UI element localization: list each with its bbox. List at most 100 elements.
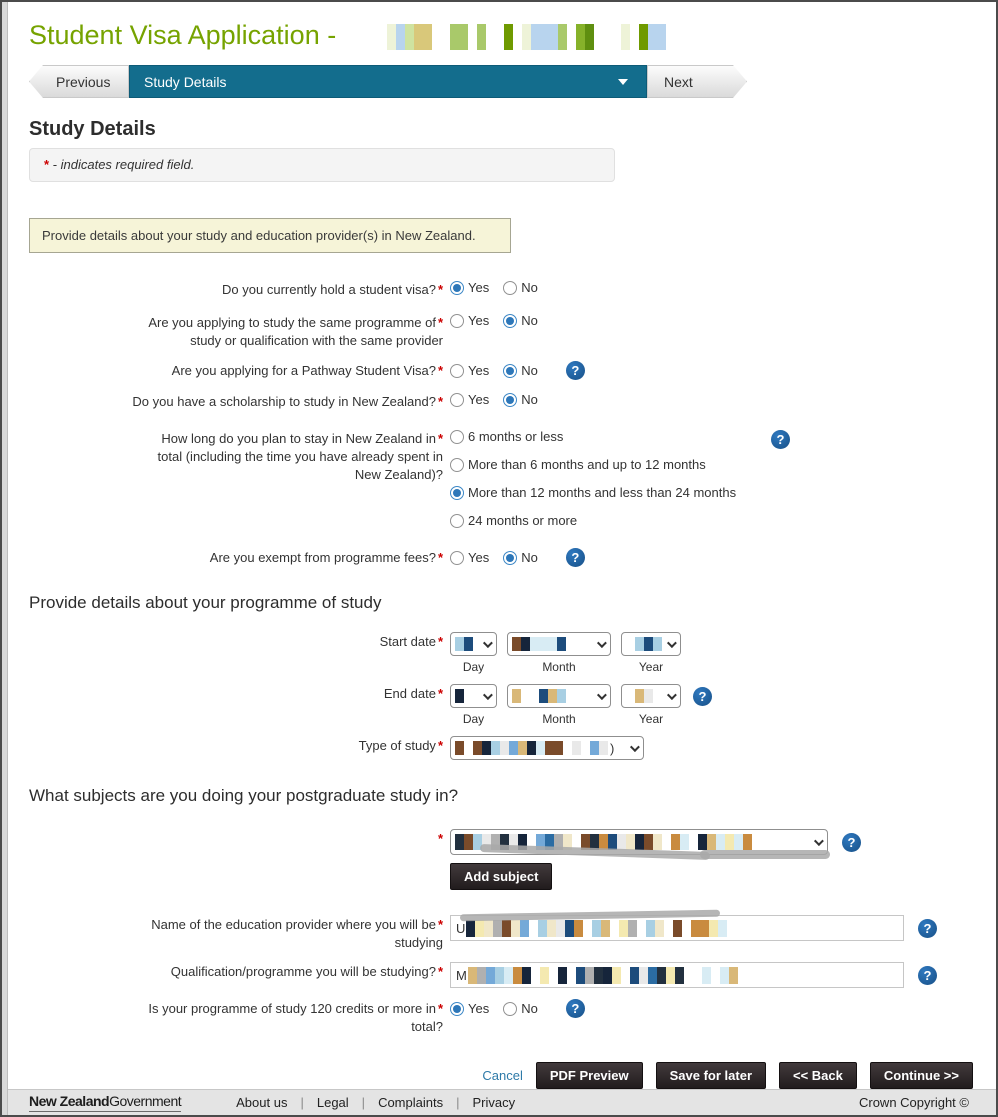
radio-24-months-or-more[interactable]: 24 months or more bbox=[450, 513, 577, 528]
qualification-input[interactable]: M bbox=[450, 962, 904, 988]
provider-name-input[interactable]: U bbox=[450, 915, 904, 941]
page-heading: Study Details bbox=[29, 118, 156, 140]
required-asterisk: * bbox=[437, 831, 443, 846]
redacted-end-year bbox=[626, 689, 662, 703]
logo-bold-text: New Zealand bbox=[29, 1093, 110, 1109]
chevron-down-icon bbox=[666, 637, 677, 648]
radio-yes[interactable]: Yes bbox=[450, 392, 489, 407]
type-value-suffix: ) bbox=[610, 740, 615, 756]
radio-circle bbox=[503, 363, 518, 378]
required-asterisk: * bbox=[437, 917, 443, 932]
required-asterisk: * bbox=[437, 282, 443, 297]
footer-link-privacy[interactable]: Privacy bbox=[472, 1095, 516, 1110]
subject-select[interactable] bbox=[450, 829, 828, 855]
qualification-row: Qualification/programme you will be stud… bbox=[29, 961, 976, 988]
question-pathway-visa: Are you applying for a Pathway Student V… bbox=[29, 360, 976, 380]
question-label: Are you exempt from programme fees? bbox=[209, 550, 436, 565]
footer-link-complaints[interactable]: Complaints bbox=[378, 1095, 444, 1110]
radio-label: More than 6 months and up to 12 months bbox=[468, 457, 706, 472]
question-scholarship: Do you have a scholarship to study in Ne… bbox=[29, 391, 976, 411]
end-year-select[interactable] bbox=[621, 684, 681, 708]
radio-yes[interactable]: Yes bbox=[450, 363, 489, 378]
radio-label: No bbox=[521, 392, 538, 407]
type-of-study-select[interactable]: ) bbox=[450, 736, 644, 760]
page-title-text: Student Visa Application - bbox=[29, 20, 337, 50]
radio-circle bbox=[450, 280, 464, 295]
field-label: Start date bbox=[379, 634, 436, 649]
end-month-select[interactable] bbox=[507, 684, 611, 708]
continue-button[interactable]: Continue >> bbox=[869, 1062, 973, 1089]
required-asterisk: * bbox=[437, 394, 443, 409]
footer-link-about-us[interactable]: About us bbox=[236, 1095, 288, 1110]
current-step-dropdown[interactable]: Study Details bbox=[129, 65, 647, 98]
nz-government-logo[interactable]: New ZealandGovernment bbox=[29, 1093, 182, 1112]
field-label-line1: Name of the education provider where you… bbox=[151, 917, 436, 932]
radio-no[interactable]: No bbox=[503, 392, 538, 407]
question-stay-length: How long do you plan to stay in New Zeal… bbox=[29, 428, 976, 528]
radio-no[interactable]: No bbox=[503, 1001, 538, 1016]
question-label-line1: Is your programme of study 120 credits o… bbox=[148, 1001, 436, 1016]
radio-more-than-12-less-than-24[interactable]: More than 12 months and less than 24 mon… bbox=[450, 485, 736, 500]
radio-6-months-or-less[interactable]: 6 months or less bbox=[450, 429, 563, 444]
redacted-start-day bbox=[455, 637, 473, 651]
page-title: Student Visa Application - bbox=[29, 20, 976, 51]
footer-links: About us | Legal | Complaints | Privacy bbox=[223, 1095, 528, 1110]
separator: | bbox=[300, 1095, 304, 1110]
help-icon[interactable]: ? bbox=[565, 999, 585, 1018]
save-for-later-button[interactable]: Save for later bbox=[655, 1062, 766, 1089]
dropdown-caret-icon bbox=[618, 78, 628, 85]
pdf-preview-button[interactable]: PDF Preview bbox=[535, 1062, 643, 1089]
question-label-line2: total (including the time you have alrea… bbox=[157, 449, 443, 464]
radio-circle bbox=[503, 1001, 518, 1016]
help-icon[interactable]: ? bbox=[842, 832, 861, 852]
radio-yes[interactable]: Yes bbox=[450, 313, 489, 328]
month-label: Month bbox=[542, 712, 576, 726]
redacted-subject bbox=[455, 834, 752, 850]
radio-yes[interactable]: Yes bbox=[450, 1001, 489, 1016]
help-icon[interactable]: ? bbox=[918, 965, 937, 985]
radio-yes[interactable]: Yes bbox=[450, 550, 489, 565]
redacted-end-month bbox=[512, 689, 575, 703]
radio-label: More than 12 months and less than 24 mon… bbox=[468, 485, 737, 500]
required-asterisk: * bbox=[437, 431, 443, 446]
help-icon[interactable]: ? bbox=[771, 430, 790, 449]
footer-link-legal[interactable]: Legal bbox=[316, 1095, 349, 1110]
start-year-select[interactable] bbox=[621, 632, 681, 656]
radio-more-than-6-up-to-12[interactable]: More than 6 months and up to 12 months bbox=[450, 457, 706, 472]
chevron-down-icon bbox=[596, 637, 607, 648]
help-icon[interactable]: ? bbox=[565, 548, 585, 567]
back-button[interactable]: << Back bbox=[779, 1062, 857, 1089]
redacted-qualification bbox=[467, 966, 747, 984]
question-120-credits: Is your programme of study 120 credits o… bbox=[29, 998, 976, 1036]
radio-no[interactable]: No bbox=[503, 313, 538, 328]
radio-yes[interactable]: Yes bbox=[450, 280, 489, 295]
start-month-select[interactable] bbox=[507, 632, 611, 656]
chevron-down-icon bbox=[482, 689, 493, 700]
radio-no[interactable]: No bbox=[503, 550, 538, 565]
programme-section-heading: Provide details about your programme of … bbox=[29, 593, 382, 612]
question-label-line2: total? bbox=[411, 1019, 443, 1034]
help-icon[interactable]: ? bbox=[918, 918, 937, 938]
radio-no[interactable]: No bbox=[503, 280, 538, 295]
cancel-link[interactable]: Cancel bbox=[482, 1068, 523, 1083]
radio-circle bbox=[503, 550, 518, 565]
page-edge-strip bbox=[2, 2, 8, 1115]
radio-no[interactable]: No bbox=[503, 363, 538, 378]
previous-step-tab[interactable]: Previous bbox=[29, 65, 129, 98]
required-note-text: - indicates required field. bbox=[49, 157, 195, 172]
help-icon[interactable]: ? bbox=[693, 687, 712, 706]
help-icon[interactable]: ? bbox=[565, 361, 585, 380]
required-asterisk: * bbox=[437, 686, 443, 701]
required-asterisk: * bbox=[437, 738, 443, 753]
main-content: Student Visa Application - Previous Stud… bbox=[2, 2, 996, 1089]
add-subject-button[interactable]: Add subject bbox=[450, 863, 553, 890]
field-label: Qualification/programme you will be stud… bbox=[170, 964, 436, 979]
next-step-tab[interactable]: Next bbox=[647, 65, 747, 98]
end-day-select[interactable] bbox=[450, 684, 497, 708]
radio-label: No bbox=[521, 313, 538, 328]
chevron-down-icon bbox=[629, 741, 640, 752]
radio-label: No bbox=[521, 550, 538, 565]
redacted-provider-name bbox=[466, 919, 728, 937]
start-day-select[interactable] bbox=[450, 632, 497, 656]
